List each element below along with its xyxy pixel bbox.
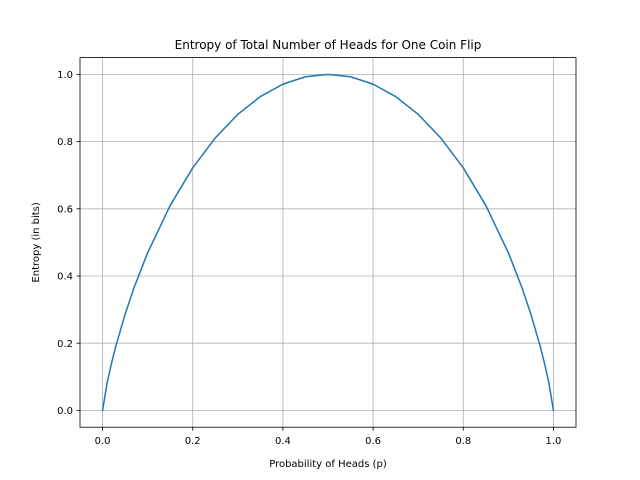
y-axis-label: Entropy (in bits)	[31, 202, 42, 282]
y-axis: 0.0 0.2 0.4 0.6 0.8 1.0	[57, 70, 80, 417]
x-tick-label: 0.6	[365, 436, 381, 447]
x-axis-label: Probability of Heads (p)	[269, 459, 387, 470]
x-tick-label: 0.2	[185, 436, 201, 447]
y-tick-label: 0.6	[57, 204, 73, 215]
x-tick-label: 0.8	[455, 436, 471, 447]
y-tick-label: 0.2	[57, 339, 73, 350]
x-axis: 0.0 0.2 0.4 0.6 0.8 1.0	[95, 427, 562, 447]
chart-title: Entropy of Total Number of Heads for One…	[175, 38, 482, 52]
entropy-line	[101, 73, 555, 412]
x-tick-label: 1.0	[546, 436, 562, 447]
plot-frame	[79, 57, 577, 428]
y-tick-label: 0.0	[57, 406, 73, 417]
x-tick-label: 0.0	[95, 436, 111, 447]
grid	[80, 57, 576, 428]
series-layer	[101, 73, 555, 412]
x-tick-label: 0.4	[275, 436, 291, 447]
y-tick-label: 0.8	[57, 137, 73, 148]
y-tick-label: 1.0	[57, 70, 73, 81]
y-tick-label: 0.4	[57, 272, 73, 283]
